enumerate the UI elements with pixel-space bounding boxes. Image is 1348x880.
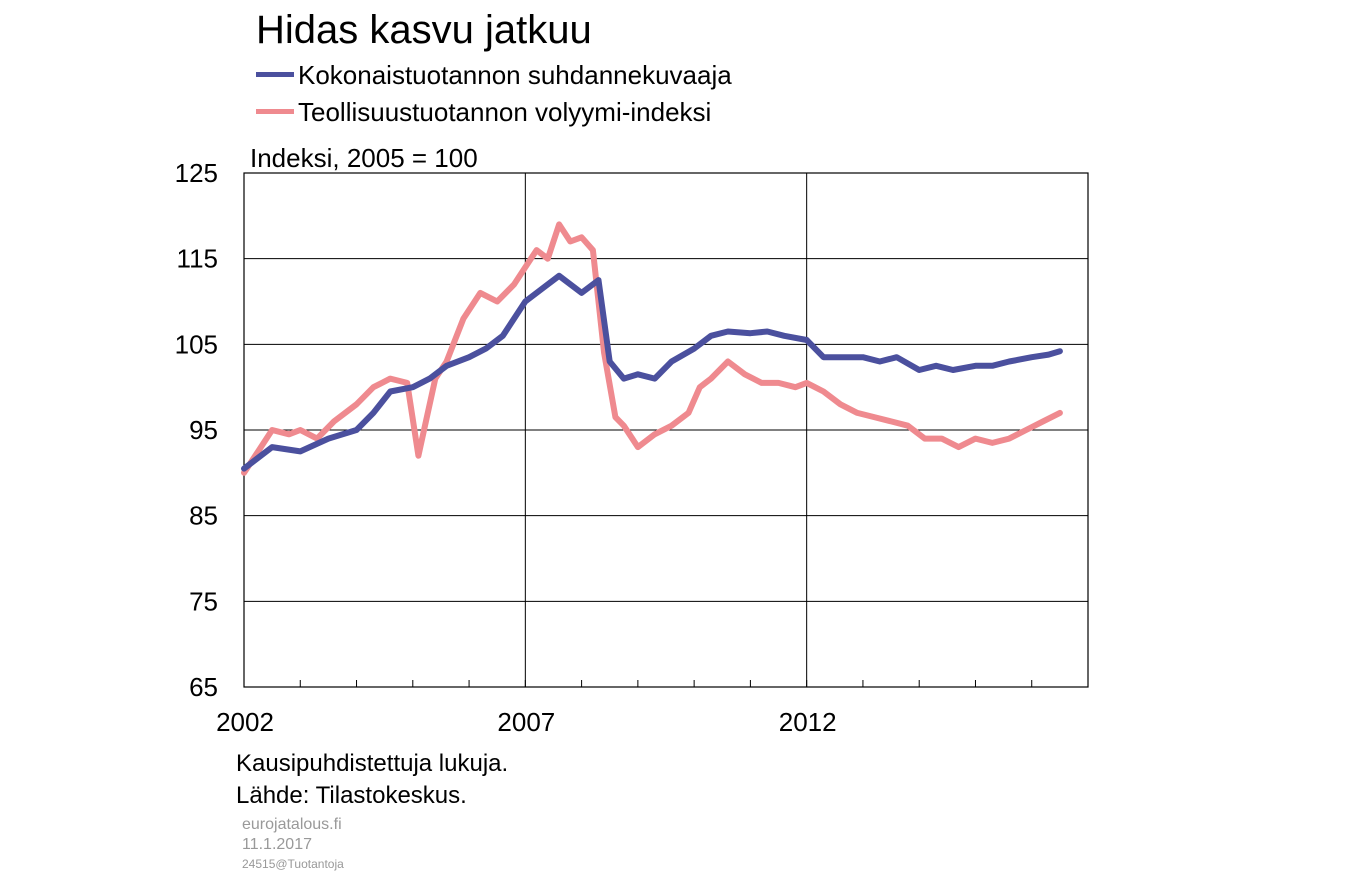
y-tick-label: 85: [189, 501, 218, 531]
footer-code: 24515@Tuotantoja: [242, 857, 344, 871]
series-line-2: [241, 221, 1063, 476]
x-tick-label: 2012: [779, 707, 837, 737]
y-tick-label: 75: [189, 586, 218, 616]
y-axis-unit-label: Indeksi, 2005 = 100: [250, 143, 478, 173]
legend-swatch-series1: [256, 71, 294, 77]
legend-item-series2: Teollisuustuotannon volyymi-indeksi: [256, 97, 711, 128]
y-tick-label: 65: [189, 672, 218, 702]
legend-label-series1: Kokonaistuotannon suhdannekuvaaja: [298, 60, 732, 90]
legend-swatch-series2: [256, 108, 294, 114]
note-source: Lähde: Tilastokeskus.: [236, 782, 467, 809]
y-tick-label: 95: [189, 415, 218, 445]
legend-item-series1: Kokonaistuotannon suhdannekuvaaja: [256, 60, 732, 91]
y-tick-label: 125: [175, 158, 218, 188]
y-tick-label: 115: [177, 244, 218, 274]
note-seasonal: Kausipuhdistettuja lukuja.: [236, 750, 509, 777]
footer-date: 11.1.2017: [242, 836, 312, 853]
x-tick-label: 2007: [497, 707, 555, 737]
y-tick-label: 105: [175, 329, 218, 359]
footer-site: eurojatalous.fi: [242, 816, 342, 833]
series-line-1: [241, 272, 1063, 472]
chart-title: Hidas kasvu jatkuu: [256, 8, 592, 52]
x-tick-label: 2002: [216, 707, 274, 737]
plot-frame: [243, 172, 1089, 688]
legend-label-series2: Teollisuustuotannon volyymi-indeksi: [298, 97, 712, 127]
